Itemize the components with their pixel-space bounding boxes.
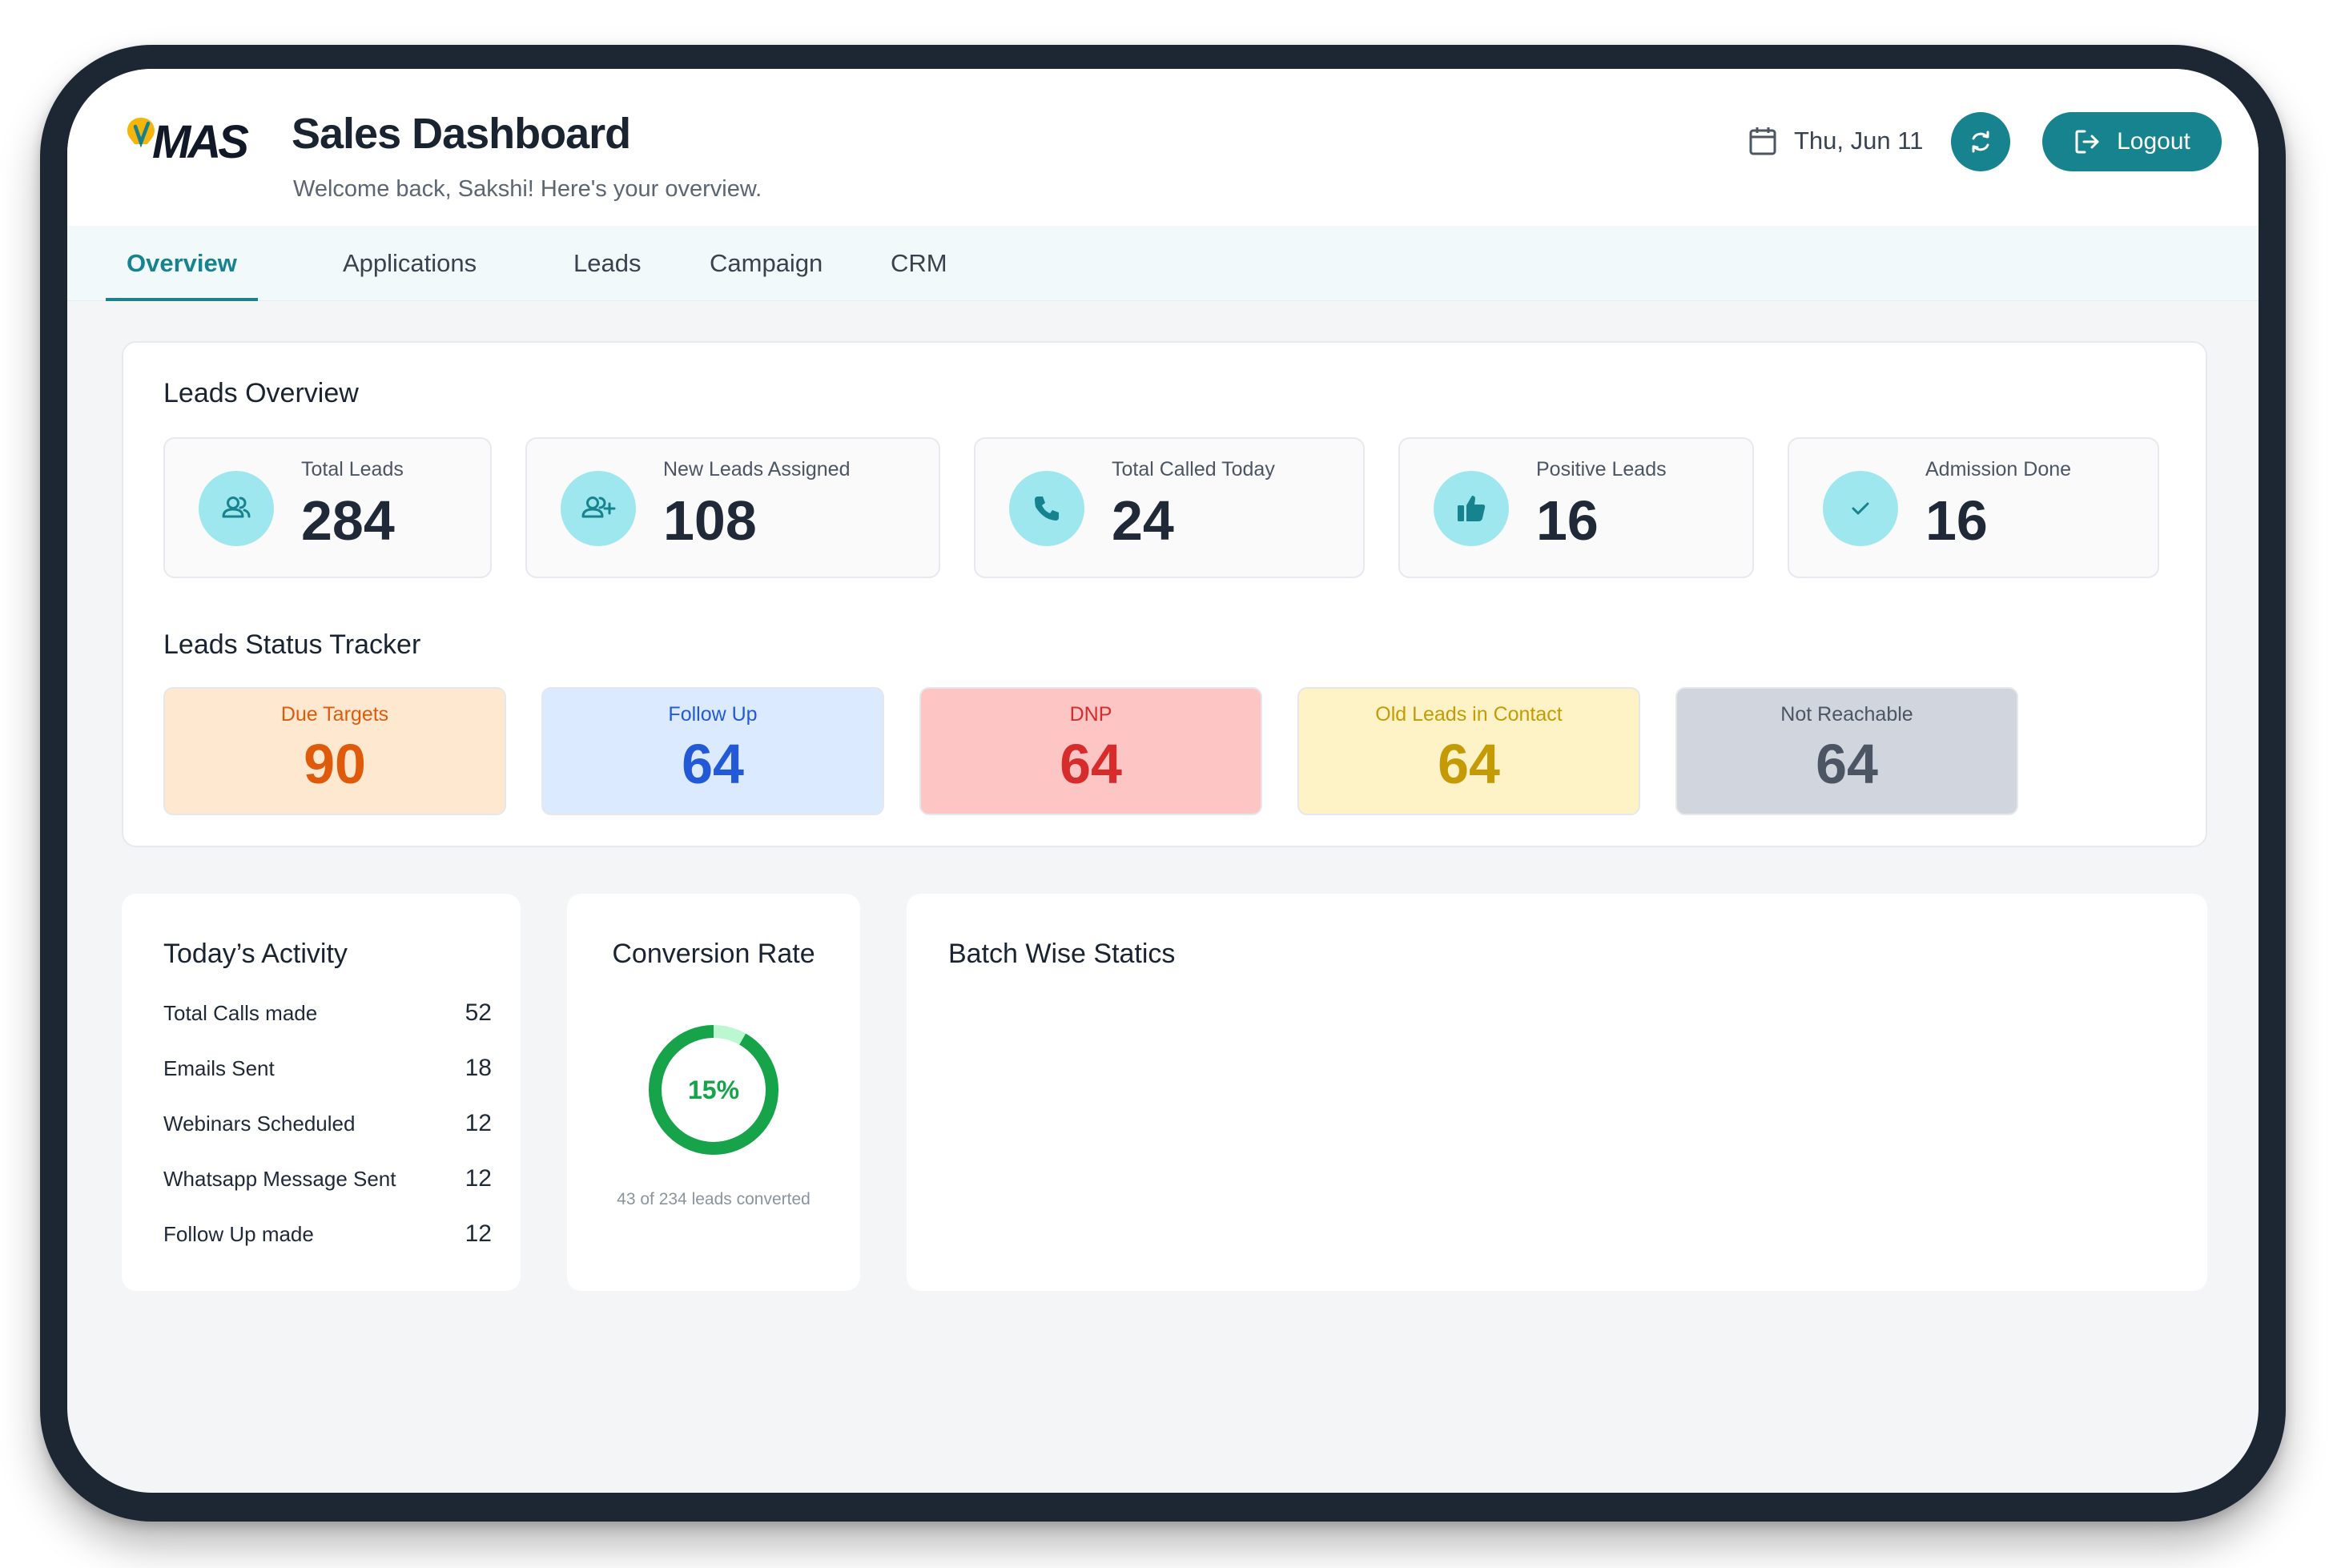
- batch-title: Batch Wise Statics: [948, 939, 1176, 969]
- app-screen: MAS Sales Dashboard Welcome back, Sakshi…: [67, 69, 2259, 1493]
- stat-label: Positive Leads: [1536, 458, 1667, 480]
- tab-overview[interactable]: Overview: [106, 226, 258, 301]
- thumbs-up-icon: [1434, 471, 1509, 546]
- page-title: Sales Dashboard: [292, 110, 631, 158]
- tab-crm[interactable]: CRM: [891, 249, 947, 277]
- status-value: 64: [1438, 733, 1500, 795]
- status-label: Follow Up: [668, 703, 758, 726]
- status-label: Old Leads in Contact: [1375, 703, 1563, 726]
- refresh-button[interactable]: [1951, 112, 2010, 171]
- status-tracker-title: Leads Status Tracker: [163, 629, 421, 660]
- status-value: 64: [1816, 733, 1878, 795]
- tab-campaign[interactable]: Campaign: [710, 249, 823, 277]
- activity-row: Webinars Scheduled 12: [163, 1110, 492, 1144]
- stat-value: 16: [1536, 489, 1599, 552]
- activity-label: Emails Sent: [163, 1056, 275, 1080]
- status-due-targets[interactable]: Due Targets 90: [163, 687, 506, 815]
- status-label: Not Reachable: [1780, 703, 1913, 726]
- tab-leads[interactable]: Leads: [573, 249, 642, 277]
- status-label: DNP: [1069, 703, 1112, 726]
- logout-label: Logout: [2117, 128, 2190, 155]
- ring-progress: [649, 1025, 778, 1155]
- tab-applications[interactable]: Applications: [343, 249, 477, 277]
- page-subtitle: Welcome back, Sakshi! Here's your overvi…: [293, 176, 762, 202]
- status-dnp[interactable]: DNP 64: [919, 687, 1262, 815]
- stat-value: 284: [301, 489, 395, 552]
- date-text: Thu, Jun 11: [1794, 127, 1924, 155]
- stat-label: Admission Done: [1925, 458, 2072, 480]
- activity-label: Webinars Scheduled: [163, 1112, 356, 1136]
- logout-button[interactable]: Logout: [2042, 112, 2222, 171]
- activity-row: Follow Up made 12: [163, 1220, 492, 1254]
- stat-value: 108: [663, 489, 757, 552]
- logo-text: MAS: [152, 116, 249, 168]
- conversion-caption: 43 of 234 leads converted: [617, 1190, 811, 1208]
- conversion-percent: 15%: [688, 1075, 739, 1104]
- activity-title: Today’s Activity: [163, 939, 348, 969]
- stat-label: Total Leads: [301, 458, 404, 480]
- conversion-title: Conversion Rate: [612, 939, 815, 969]
- status-follow-up[interactable]: Follow Up 64: [541, 687, 884, 815]
- activity-row: Whatsapp Message Sent 12: [163, 1165, 492, 1199]
- user-plus-icon: [561, 471, 636, 546]
- conversion-ring: 15%: [649, 1025, 778, 1155]
- activity-row: Total Calls made 52: [163, 999, 492, 1033]
- activity-label: Whatsapp Message Sent: [163, 1167, 396, 1191]
- stat-label: Total Called Today: [1112, 458, 1275, 480]
- activity-value: 12: [465, 1110, 492, 1136]
- leads-overview-title: Leads Overview: [163, 378, 359, 408]
- activity-value: 12: [465, 1165, 492, 1192]
- activity-label: Total Calls made: [163, 1001, 318, 1025]
- users-icon: [199, 471, 274, 546]
- activity-row: Emails Sent 18: [163, 1055, 492, 1088]
- mas-logo: MAS: [125, 114, 269, 175]
- phone-icon: [1009, 471, 1084, 546]
- status-value: 90: [304, 733, 366, 795]
- stat-value: 24: [1112, 489, 1174, 552]
- activity-value: 18: [465, 1055, 492, 1081]
- nav-tabs: Overview Applications Leads Campaign CRM: [67, 226, 2259, 301]
- logout-icon: [2075, 130, 2099, 154]
- status-value: 64: [1060, 733, 1122, 795]
- refresh-icon: [1972, 131, 1989, 153]
- batch-wise-card: Batch Wise Statics: [907, 894, 2207, 1291]
- activity-value: 52: [465, 999, 492, 1026]
- stat-value: 16: [1925, 489, 1988, 552]
- stat-total-leads: Total Leads 284: [163, 437, 492, 578]
- device-frame: MAS Sales Dashboard Welcome back, Sakshi…: [40, 45, 2286, 1522]
- status-label: Due Targets: [280, 703, 389, 726]
- activity-value: 12: [465, 1220, 492, 1247]
- stat-label: New Leads Assigned: [663, 458, 851, 480]
- stat-positive-leads: Positive Leads 16: [1398, 437, 1754, 578]
- conversion-rate-card: Conversion Rate 15% 43 of 234 leads conv…: [567, 894, 860, 1291]
- date-display: Thu, Jun 11: [1749, 115, 1923, 167]
- status-old-leads-in-contact[interactable]: Old Leads in Contact 64: [1297, 687, 1640, 815]
- todays-activity-card: Today’s Activity Total Calls made 52 Ema…: [122, 894, 521, 1291]
- leads-overview-card: Leads Overview Total Leads 284: [122, 341, 2207, 847]
- stat-admission-done: Admission Done 16: [1788, 437, 2159, 578]
- status-value: 64: [682, 733, 744, 795]
- activity-label: Follow Up made: [163, 1222, 314, 1246]
- check-icon: [1823, 471, 1898, 546]
- stat-total-called-today: Total Called Today 24: [974, 437, 1365, 578]
- status-not-reachable[interactable]: Not Reachable 64: [1675, 687, 2018, 815]
- calendar-icon: [1749, 127, 1776, 155]
- stat-new-leads-assigned: New Leads Assigned 108: [525, 437, 940, 578]
